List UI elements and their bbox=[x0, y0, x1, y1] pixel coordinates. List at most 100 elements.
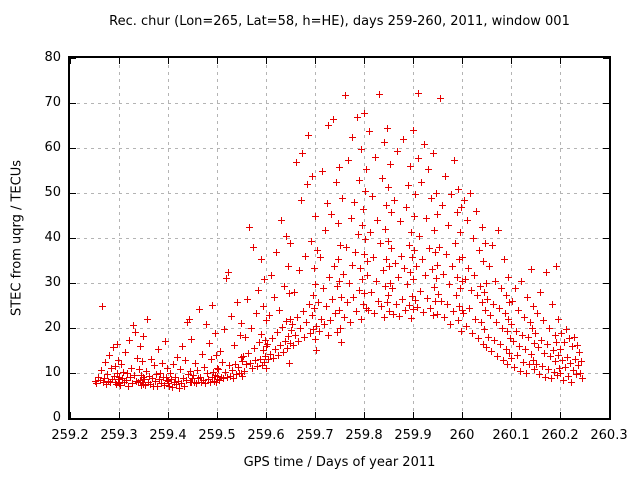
data-point bbox=[431, 284, 439, 291]
data-point bbox=[408, 254, 416, 262]
y-tick-label: 0 bbox=[52, 410, 61, 425]
data-point bbox=[484, 333, 492, 341]
data-point bbox=[189, 372, 197, 380]
data-point bbox=[183, 376, 191, 384]
data-point bbox=[186, 315, 194, 323]
data-point bbox=[104, 378, 112, 386]
data-point bbox=[322, 302, 330, 310]
data-point bbox=[515, 306, 523, 314]
data-point bbox=[271, 346, 279, 354]
data-point bbox=[245, 223, 253, 231]
data-point bbox=[249, 243, 257, 251]
x-tick-mark bbox=[559, 58, 561, 64]
y-tick-mark bbox=[603, 327, 609, 329]
data-point bbox=[482, 306, 490, 314]
data-point bbox=[360, 205, 367, 213]
data-point bbox=[115, 356, 122, 364]
data-point bbox=[238, 357, 246, 365]
data-point bbox=[537, 337, 545, 345]
data-point bbox=[160, 374, 168, 382]
data-point bbox=[374, 216, 382, 224]
data-point bbox=[455, 256, 463, 264]
data-point bbox=[261, 336, 269, 344]
data-point bbox=[335, 256, 343, 264]
data-point bbox=[268, 335, 276, 343]
data-point bbox=[573, 371, 581, 379]
data-point bbox=[162, 373, 170, 381]
y-tick-mark bbox=[70, 147, 76, 149]
data-point bbox=[190, 378, 198, 386]
data-point bbox=[389, 284, 397, 292]
data-point bbox=[412, 263, 420, 271]
data-point bbox=[344, 157, 352, 165]
data-point bbox=[472, 315, 480, 323]
data-point bbox=[291, 331, 299, 339]
data-point bbox=[510, 338, 518, 345]
data-point bbox=[101, 359, 109, 367]
x-tick-mark bbox=[510, 412, 512, 418]
y-tick-label: 80 bbox=[44, 50, 61, 65]
data-point bbox=[161, 381, 169, 389]
data-point bbox=[266, 351, 274, 359]
data-point bbox=[380, 313, 388, 321]
data-point bbox=[210, 369, 218, 377]
data-point bbox=[365, 306, 373, 314]
data-point bbox=[416, 232, 424, 240]
data-point bbox=[385, 263, 393, 271]
data-point bbox=[166, 383, 174, 390]
data-point bbox=[103, 371, 111, 379]
data-point bbox=[529, 325, 537, 333]
data-point bbox=[514, 352, 522, 360]
data-point bbox=[363, 166, 371, 174]
data-point bbox=[386, 160, 394, 168]
data-point bbox=[557, 370, 565, 378]
data-point bbox=[455, 185, 463, 193]
data-point bbox=[276, 342, 284, 350]
y-tick-mark bbox=[603, 57, 609, 59]
data-point bbox=[233, 299, 241, 307]
data-point bbox=[218, 358, 226, 366]
data-point bbox=[309, 292, 317, 300]
data-point bbox=[109, 343, 117, 351]
data-point bbox=[494, 227, 502, 235]
data-point bbox=[299, 308, 307, 316]
data-point bbox=[176, 384, 184, 392]
data-point bbox=[384, 124, 392, 132]
x-tick-label: 259.2 bbox=[51, 428, 89, 443]
data-point bbox=[559, 356, 567, 364]
data-point bbox=[357, 315, 365, 323]
data-point bbox=[523, 370, 531, 378]
data-point bbox=[404, 281, 412, 289]
data-point bbox=[258, 330, 266, 338]
data-point bbox=[422, 272, 430, 280]
data-point bbox=[565, 373, 573, 381]
data-point bbox=[438, 202, 446, 210]
data-point bbox=[181, 382, 189, 390]
data-point bbox=[238, 320, 246, 327]
data-point bbox=[319, 284, 327, 292]
data-point bbox=[220, 326, 228, 334]
data-point bbox=[420, 309, 428, 317]
data-point bbox=[310, 265, 318, 273]
data-point bbox=[147, 380, 155, 388]
data-point bbox=[395, 274, 403, 282]
data-point bbox=[561, 338, 569, 346]
data-point bbox=[267, 272, 275, 280]
data-point bbox=[137, 342, 145, 350]
data-point bbox=[377, 239, 385, 247]
data-point bbox=[434, 261, 442, 269]
data-point bbox=[227, 313, 235, 321]
data-point bbox=[156, 376, 164, 384]
data-point bbox=[129, 380, 137, 388]
data-point bbox=[486, 311, 494, 319]
data-point bbox=[205, 339, 213, 347]
data-point bbox=[470, 234, 478, 242]
data-point bbox=[467, 189, 475, 197]
data-point bbox=[570, 366, 578, 374]
y-tick-mark bbox=[70, 327, 76, 329]
data-point bbox=[314, 299, 322, 307]
data-point bbox=[254, 286, 262, 294]
data-point bbox=[312, 281, 320, 289]
data-point bbox=[339, 270, 347, 278]
data-point bbox=[151, 362, 159, 370]
